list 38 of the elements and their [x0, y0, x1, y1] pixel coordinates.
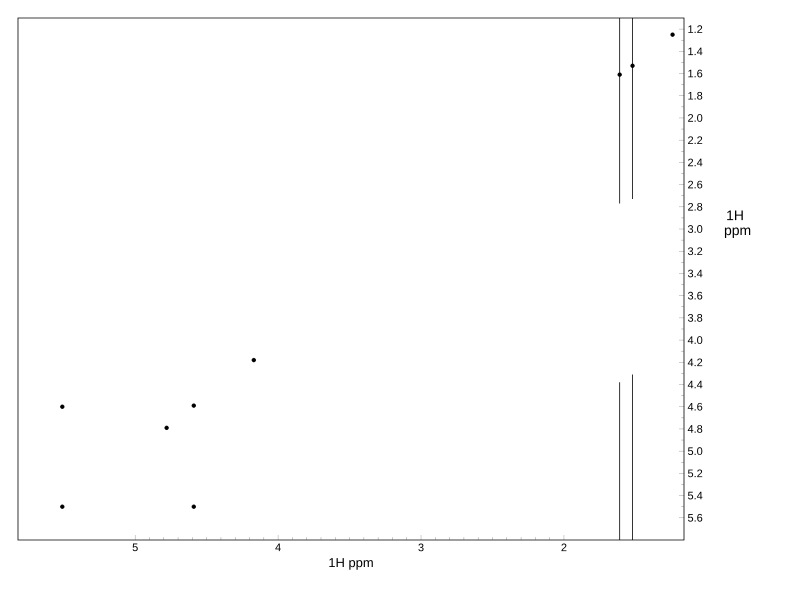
y-tick-label: 5.2: [688, 470, 702, 478]
y-axis-title: 1H ppm: [724, 210, 750, 238]
y-tick-label: 2.2: [688, 136, 702, 144]
y-tick-label: 1.8: [688, 92, 702, 100]
y-tick-label: 1.4: [688, 48, 702, 56]
y-tick-label: 3.2: [688, 247, 702, 256]
y-tick-label: 3.8: [688, 314, 702, 322]
x-tick-label: 5: [132, 544, 138, 552]
y-tick-label: 4.4: [688, 380, 702, 388]
point: [630, 64, 635, 68]
point: [164, 426, 169, 430]
y-tick-label: 2.0: [688, 114, 702, 122]
y-tick-label: 5.6: [688, 514, 702, 522]
x-tick-label: 2: [561, 544, 566, 552]
point: [192, 403, 196, 408]
point: [617, 72, 622, 77]
y-tick-label: 3.6: [688, 292, 702, 300]
y-tick-label: 2.6: [688, 180, 702, 188]
y-tick-label: 1.2: [688, 25, 702, 33]
y-tick-label: 4.2: [688, 358, 702, 366]
x-tick-label: 3: [418, 544, 424, 552]
point: [60, 404, 64, 409]
y-tick-label: 5.0: [688, 447, 702, 456]
y-tick-label: 2.4: [688, 158, 702, 166]
x-tick-label: 4: [275, 544, 281, 552]
point: [60, 504, 64, 509]
y-tick-label: 3.0: [688, 225, 702, 233]
y-tick-label: 4.8: [688, 425, 702, 433]
point: [670, 32, 675, 37]
y-tick-label: 4.0: [688, 336, 702, 344]
y-tick-label: 4.6: [688, 402, 702, 411]
y-tick-label: 1.6: [688, 70, 702, 78]
y-tick-label: 2.8: [688, 202, 702, 211]
y-tick-label: 5.4: [688, 492, 702, 500]
x-axis-title: 1H ppm: [329, 558, 373, 570]
point: [252, 358, 256, 362]
point: [192, 504, 196, 509]
y-tick-label: 3.4: [688, 270, 702, 278]
